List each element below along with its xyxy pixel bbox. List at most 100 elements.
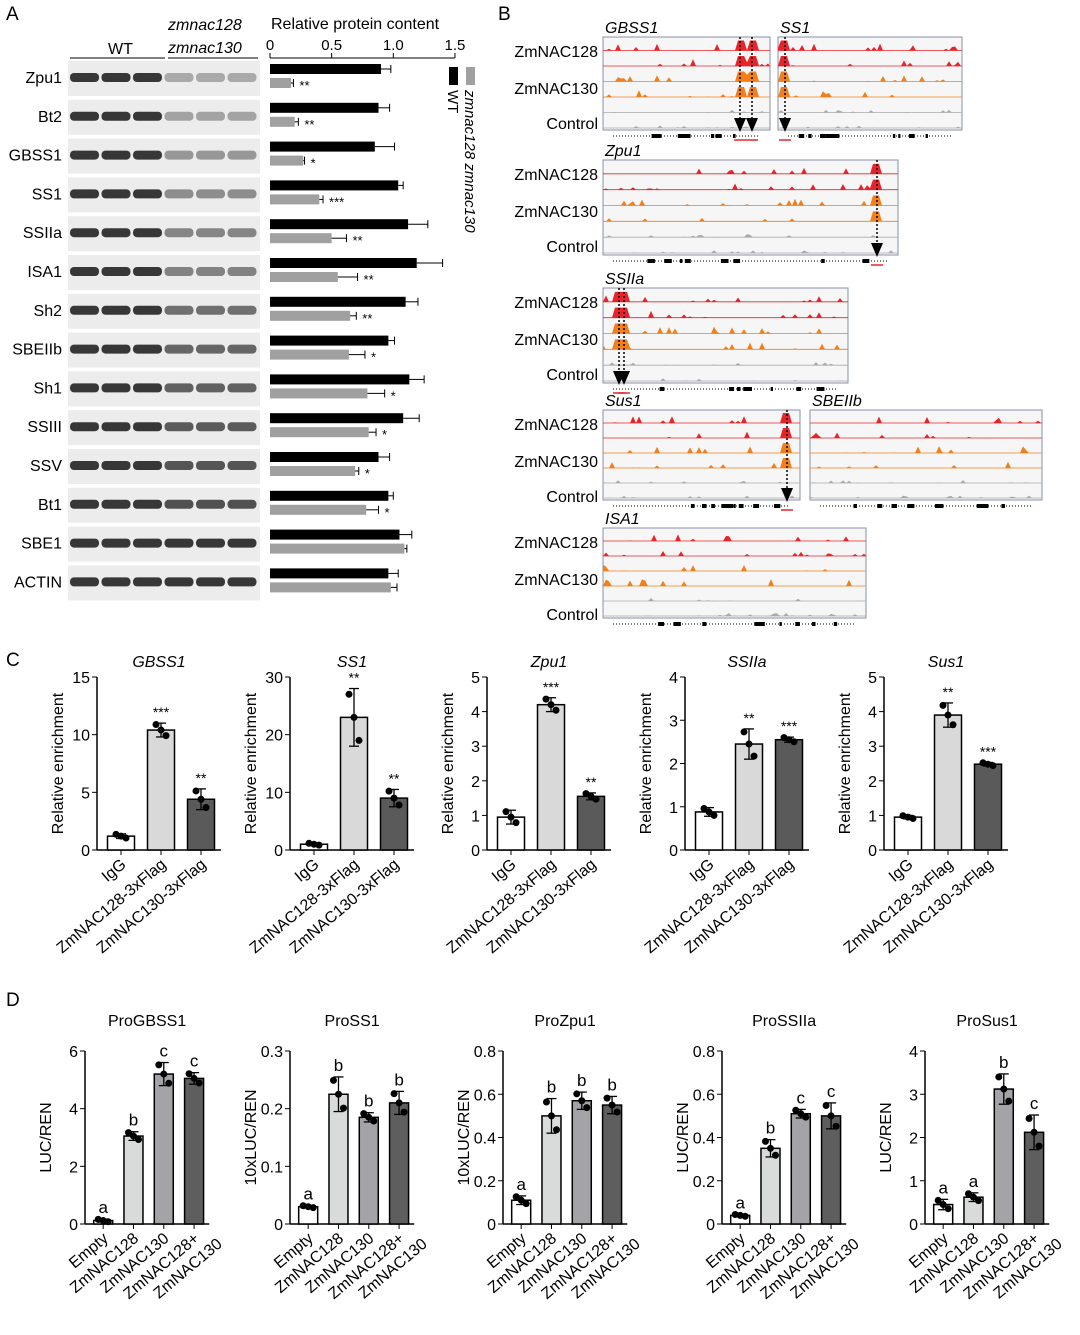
- panel-label-b: B: [498, 4, 511, 25]
- significance-label: *: [365, 466, 370, 481]
- y-tick-label: 2: [471, 774, 480, 791]
- data-point: [160, 1070, 168, 1078]
- significance-label: **: [586, 774, 597, 790]
- bar-wt: [270, 452, 379, 462]
- panel-label-a: A: [6, 4, 19, 25]
- y-tick-label: 30: [265, 670, 283, 687]
- significance-label: **: [304, 117, 314, 132]
- y-tick-label: 6: [69, 1044, 78, 1061]
- y-tick-label: 2: [909, 1131, 918, 1148]
- protein-label: SSV: [30, 458, 62, 475]
- bar-wt: [270, 258, 417, 268]
- blot-band: [133, 150, 162, 160]
- data-point: [740, 728, 748, 736]
- y-tick-label: 0.3: [261, 1044, 283, 1061]
- data-point: [157, 726, 165, 734]
- data-point: [1030, 1128, 1038, 1136]
- y-axis-label: 10xLUC/REN: [243, 1089, 260, 1185]
- data-point: [832, 1122, 840, 1130]
- significance-label: *: [391, 388, 396, 403]
- y-axis-label: LUC/REN: [878, 1102, 895, 1172]
- exon: [690, 504, 695, 508]
- coverage-peaks: [603, 40, 770, 51]
- group-letter: c: [1030, 1094, 1039, 1113]
- y-axis-label: Relative enrichment: [837, 692, 854, 834]
- exon: [659, 387, 665, 391]
- data-point: [502, 808, 510, 816]
- exon: [774, 504, 781, 508]
- group-letter: a: [938, 1178, 948, 1197]
- blot-band: [70, 461, 99, 470]
- x-tick-label: IgG: [489, 856, 520, 886]
- data-point: [165, 1079, 173, 1087]
- blot-band: [164, 422, 194, 432]
- bar-wt: [270, 141, 375, 152]
- data-point: [949, 721, 957, 729]
- y-tick-label: 4: [909, 1044, 918, 1061]
- chart-title: SSIIa: [727, 654, 766, 671]
- data-point: [939, 701, 947, 709]
- locus-name: ISA1: [605, 511, 640, 528]
- protein-label: Sh1: [34, 380, 63, 397]
- data-point: [517, 1196, 525, 1204]
- y-tick-label: 4: [868, 705, 877, 722]
- y-tick-label: 0.2: [693, 1174, 715, 1191]
- data-point: [710, 811, 718, 819]
- locus-gbss1: GBSS1 ZmNAC128 ZmNAC130 Control: [514, 20, 771, 141]
- locus-name: SS1: [780, 20, 810, 37]
- arrow-down-icon: [871, 243, 883, 257]
- bar: [388, 1102, 410, 1225]
- coverage-peaks: [603, 362, 848, 366]
- group-letter: c: [797, 1088, 806, 1107]
- exon: [736, 387, 741, 391]
- data-point: [202, 804, 210, 812]
- track-box: [602, 287, 849, 384]
- group-letter: a: [303, 1185, 313, 1204]
- group-letter: a: [98, 1198, 108, 1217]
- exon: [665, 259, 670, 263]
- significance-label: *: [385, 505, 390, 520]
- coverage-peaks: [603, 195, 898, 206]
- western-blot-zpu1: [68, 61, 260, 96]
- blot-band: [70, 189, 99, 199]
- exon: [658, 622, 665, 626]
- significance-label: ***: [543, 679, 560, 695]
- y-tick-label: 0.2: [261, 1102, 283, 1119]
- bar: [123, 1135, 144, 1225]
- y-tick-label: 3: [868, 739, 877, 756]
- exon: [816, 387, 825, 391]
- group-letter: b: [999, 1053, 1008, 1072]
- blot-band: [196, 538, 225, 548]
- data-point: [827, 1112, 835, 1120]
- blot-band: [133, 344, 162, 354]
- coverage-peaks: [810, 416, 1042, 423]
- y-tick-label: 1: [669, 800, 678, 817]
- bar-mutant: [270, 388, 368, 399]
- bar-mutant: [270, 504, 367, 515]
- arrow-down-icon: [734, 118, 746, 132]
- bar: [774, 738, 804, 851]
- coverage-peaks: [603, 307, 848, 318]
- track-label-zmnac130: ZmNAC130: [514, 81, 598, 98]
- data-point: [771, 1151, 779, 1159]
- blot-band: [70, 422, 99, 432]
- bar: [576, 795, 606, 851]
- blot-band: [70, 73, 99, 82]
- locus-name: SSIIa: [605, 271, 644, 288]
- blot-band: [101, 383, 131, 393]
- western-blot-sh1: [68, 371, 260, 407]
- track-label-control: Control: [546, 239, 598, 256]
- coverage-peaks: [603, 551, 866, 556]
- y-tick-label: 5: [868, 670, 877, 687]
- exon: [746, 387, 752, 391]
- y-tick-label: 5: [471, 670, 480, 687]
- header-mutant-line1: zmnac128: [167, 17, 242, 34]
- y-tick-label: 15: [72, 670, 90, 687]
- bar: [571, 1099, 593, 1225]
- bar-mutant: [270, 427, 369, 438]
- data-point: [603, 1094, 611, 1102]
- blot-band: [196, 150, 225, 160]
